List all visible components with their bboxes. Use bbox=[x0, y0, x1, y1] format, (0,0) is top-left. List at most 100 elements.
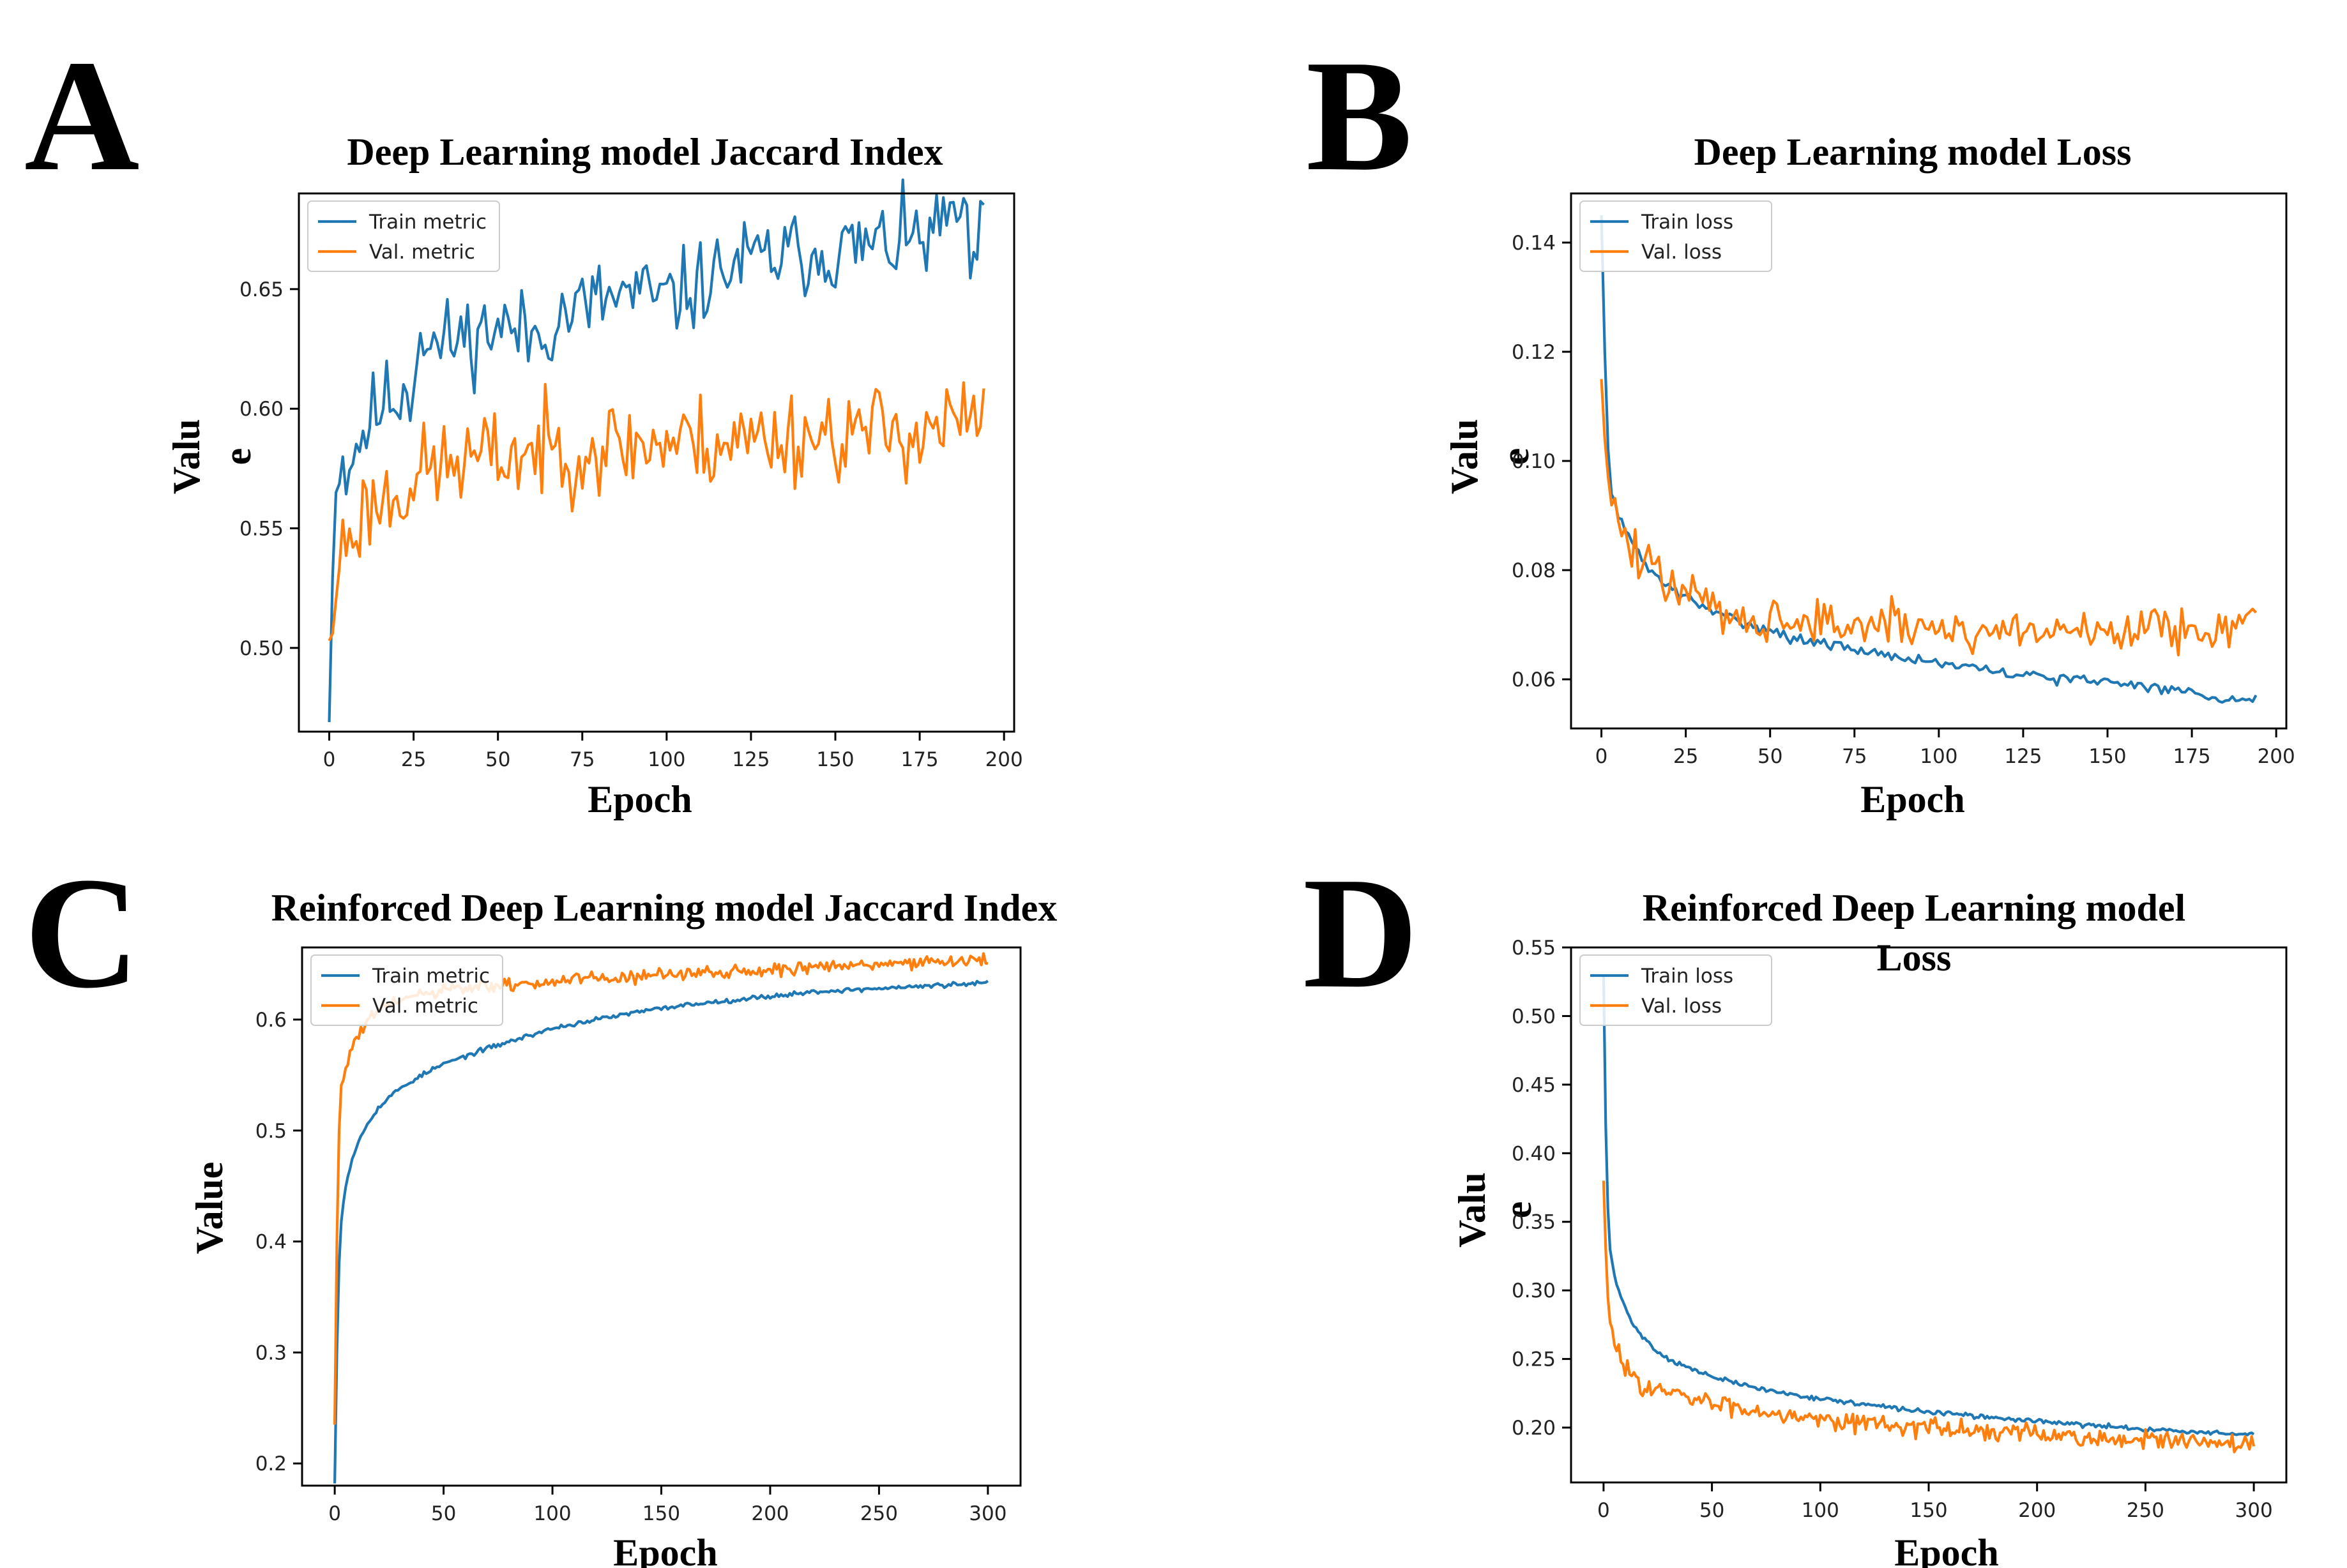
x-tick-label: 200 bbox=[751, 1502, 789, 1525]
panel-d-plot: 0 50 100 150 200 250 300 0.20 0.25 0.30 0.35 0.40 0.… bbox=[1512, 937, 2288, 1522]
panel-a-ylabel-line-1: Valu bbox=[165, 419, 208, 494]
y-tick-label: 0.4 bbox=[255, 1231, 287, 1254]
x-tick-label: 100 bbox=[1802, 1499, 1839, 1522]
x-tick-label: 0 bbox=[1595, 745, 1608, 768]
panel-d-title-line-1: Reinforced Deep Learning model bbox=[1643, 887, 2185, 929]
x-tick-label: 0 bbox=[1597, 1499, 1610, 1522]
x-tick-label: 50 bbox=[485, 748, 510, 771]
legend: Train metric Val. metric bbox=[307, 200, 500, 272]
panel-d-ylabel-line-2: e bbox=[1497, 1202, 1539, 1219]
panel-d: D Reinforced Deep Learning model Loss Va… bbox=[1303, 845, 2288, 1568]
y-tick-label: 0.45 bbox=[1512, 1074, 1556, 1097]
panel-a: A Deep Learning model Jaccard Index Valu… bbox=[24, 27, 1023, 820]
x-tick-label: 50 bbox=[1699, 1499, 1724, 1522]
y-tick-label: 0.65 bbox=[239, 278, 284, 301]
panel-c-xlabel: Epoch bbox=[613, 1532, 717, 1568]
y-tick-label: 0.14 bbox=[1512, 232, 1556, 255]
series-line-train bbox=[333, 979, 989, 1484]
x-tick-label: 300 bbox=[2235, 1499, 2273, 1522]
y-tick-label: 0.50 bbox=[239, 637, 284, 660]
panel-a-letter: A bbox=[24, 27, 140, 204]
panel-c: C Reinforced Deep Learning model Jaccard… bbox=[24, 845, 1057, 1568]
x-tick-label: 150 bbox=[816, 748, 854, 771]
y-tick-label: 0.25 bbox=[1512, 1348, 1556, 1371]
x-tick-label: 75 bbox=[570, 748, 595, 771]
x-tick-label: 150 bbox=[2088, 745, 2126, 768]
panel-a-ylabel-line-2: e bbox=[216, 448, 259, 465]
x-tick-label: 50 bbox=[431, 1502, 456, 1525]
y-tick-label: 0.20 bbox=[1512, 1417, 1556, 1440]
x-tick-label: 100 bbox=[648, 748, 685, 771]
x-tick-label: 300 bbox=[969, 1502, 1006, 1525]
plot-frame bbox=[298, 192, 1015, 733]
panel-c-plot: 0 50 100 150 200 250 300 0.2 0.3 0.4 0.5 0.6 Train m… bbox=[255, 946, 1022, 1525]
legend-label-val: Val. loss bbox=[1641, 995, 1722, 1018]
x-tick-label: 150 bbox=[1910, 1499, 1947, 1522]
y-tick-label: 0.6 bbox=[255, 1009, 287, 1032]
y-tick-label: 0.06 bbox=[1512, 668, 1556, 691]
panel-c-title: Reinforced Deep Learning model Jaccard I… bbox=[271, 887, 1057, 929]
x-tick-label: 200 bbox=[2258, 745, 2295, 768]
panel-d-ylabel-line-1: Valu bbox=[1451, 1172, 1493, 1248]
series-line-val bbox=[328, 381, 985, 642]
legend: Train loss Val. loss bbox=[1579, 954, 1772, 1026]
x-tick-label: 75 bbox=[1842, 745, 1867, 768]
x-tick-label: 250 bbox=[2127, 1499, 2164, 1522]
legend-label-val: Val. metric bbox=[369, 241, 475, 264]
y-tick-label: 0.5 bbox=[255, 1120, 287, 1143]
x-tick-label: 150 bbox=[642, 1502, 680, 1525]
panel-b-ylabel-line-1: Valu bbox=[1443, 419, 1485, 494]
y-tick-label: 0.12 bbox=[1512, 341, 1556, 364]
y-tick-label: 0.55 bbox=[1512, 937, 1556, 960]
panel-d-letter: D bbox=[1303, 845, 1418, 1021]
y-tick-label: 0.2 bbox=[255, 1452, 287, 1475]
panel-b: B Deep Learning model Loss Valu e Epoch … bbox=[1306, 27, 2295, 820]
x-tick-label: 100 bbox=[1920, 745, 1957, 768]
legend-label-val: Val. metric bbox=[372, 995, 478, 1018]
x-tick-label: 175 bbox=[900, 748, 938, 771]
legend-box bbox=[310, 954, 503, 1026]
x-tick-label: 25 bbox=[401, 748, 426, 771]
x-tick-label: 175 bbox=[2173, 745, 2210, 768]
legend-box bbox=[307, 200, 500, 272]
x-tick-label: 25 bbox=[1673, 745, 1698, 768]
panel-b-ylabel-line-2: e bbox=[1494, 448, 1537, 465]
x-tick-label: 0 bbox=[323, 748, 336, 771]
y-tick-label: 0.50 bbox=[1512, 1005, 1556, 1028]
y-tick-label: 0.40 bbox=[1512, 1142, 1556, 1165]
panel-b-letter: B bbox=[1306, 27, 1413, 204]
y-tick-label: 0.10 bbox=[1512, 450, 1556, 473]
panel-d-xlabel: Epoch bbox=[1894, 1532, 1998, 1568]
panel-d-title-line-2: Loss bbox=[1877, 937, 1952, 979]
legend-label-train: Train loss bbox=[1641, 211, 1733, 234]
y-tick-label: 0.3 bbox=[255, 1341, 287, 1364]
panel-b-plot: 0 25 50 75 100 125 150 175 200 0.06 0.08 0.10 0.12 0.… bbox=[1512, 192, 2295, 768]
panel-b-xlabel: Epoch bbox=[1860, 778, 1964, 820]
series-line-val bbox=[1600, 379, 2258, 657]
legend-box bbox=[1579, 954, 1772, 1026]
series-line-train bbox=[328, 178, 985, 723]
y-tick-label: 0.60 bbox=[239, 398, 284, 421]
panel-a-plot: 0 25 50 75 100 125 150 175 200 0.50 0.55 0.60 0.65 Tr… bbox=[239, 178, 1023, 771]
legend: Train metric Val. metric bbox=[310, 954, 503, 1026]
x-tick-label: 250 bbox=[860, 1502, 898, 1525]
panel-c-ylabel-line-1: Value bbox=[188, 1162, 231, 1255]
x-tick-label: 100 bbox=[533, 1502, 571, 1525]
panel-c-letter: C bbox=[24, 845, 140, 1021]
y-tick-label: 0.35 bbox=[1512, 1211, 1556, 1234]
legend-label-train: Train metric bbox=[372, 965, 490, 988]
x-tick-label: 0 bbox=[328, 1502, 341, 1525]
x-tick-label: 200 bbox=[985, 748, 1023, 771]
legend-box bbox=[1579, 200, 1772, 272]
y-tick-label: 0.08 bbox=[1512, 559, 1556, 582]
y-tick-label: 0.55 bbox=[239, 518, 284, 541]
panel-a-title: Deep Learning model Jaccard Index bbox=[347, 131, 943, 173]
legend-label-train: Train metric bbox=[368, 211, 487, 234]
series-line-val bbox=[1602, 1180, 2256, 1454]
panel-a-xlabel: Epoch bbox=[588, 778, 692, 820]
legend: Train loss Val. loss bbox=[1579, 200, 1772, 272]
x-tick-label: 200 bbox=[2018, 1499, 2056, 1522]
x-tick-label: 125 bbox=[2004, 745, 2042, 768]
x-tick-label: 50 bbox=[1758, 745, 1782, 768]
